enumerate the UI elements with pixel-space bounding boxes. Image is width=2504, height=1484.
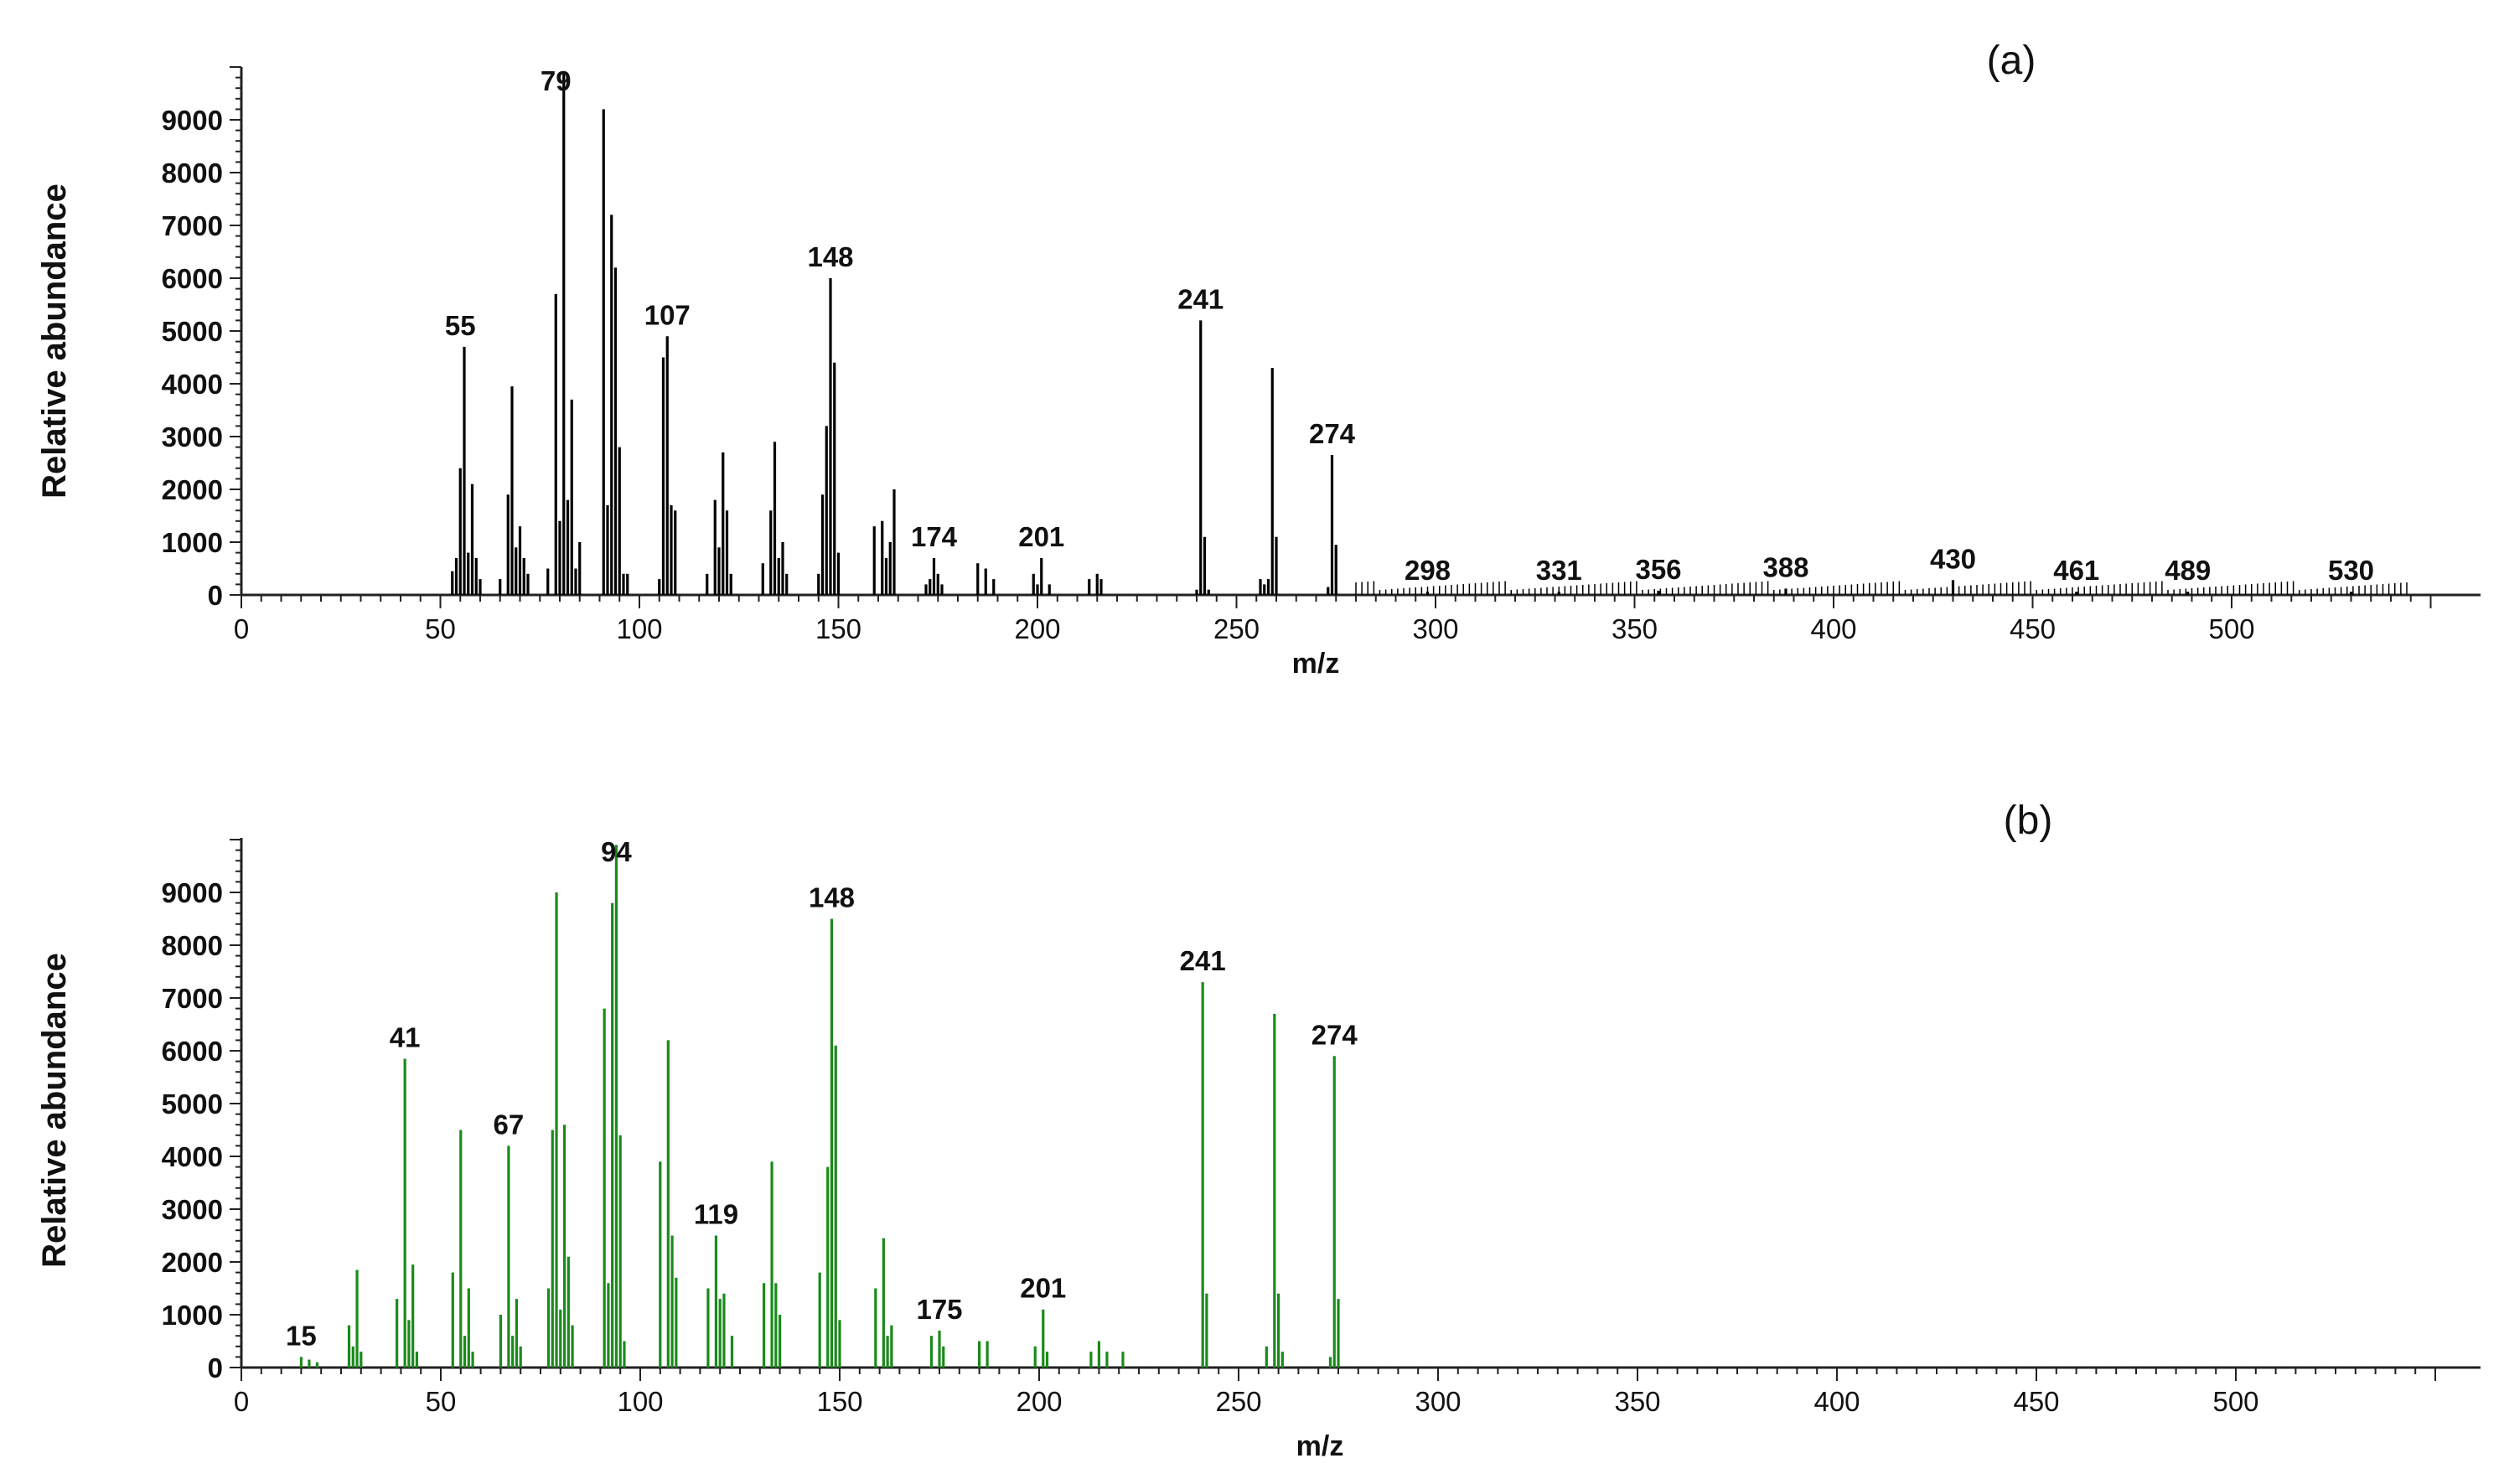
y-tick-label: 3000: [162, 1194, 223, 1225]
x-tick-label: 500: [2208, 613, 2254, 644]
x-tick-label: 0: [234, 613, 249, 644]
y-tick-label: 5000: [162, 1088, 223, 1119]
y-tick-label: 0: [208, 1352, 223, 1383]
peak-label: 388: [1762, 551, 1808, 582]
peak-label: 241: [1177, 283, 1224, 314]
x-tick-label: 150: [816, 1386, 862, 1417]
x-tick-label: 500: [2212, 1386, 2258, 1417]
panel-b-peaks: [299, 845, 1340, 1368]
panel-a-peak-labels: 55 79 107 148 174 201 241 274 298 331 356 388 430 461…: [445, 65, 2374, 586]
peak-label: 530: [2328, 555, 2374, 586]
x-tick-label: 150: [815, 613, 861, 644]
panel-b-x-axis-label: m/z: [1296, 1430, 1344, 1462]
panel-a-x-axis-label: m/z: [1292, 648, 1340, 680]
y-tick-label: 1000: [162, 1300, 223, 1331]
y-tick-label: 0: [208, 580, 223, 611]
peak-label: 201: [1020, 1273, 1066, 1304]
x-tick-label: 450: [2013, 1386, 2059, 1417]
y-tick-label: 6000: [162, 263, 223, 294]
peak-label: 241: [1180, 945, 1226, 976]
y-tick-label: 8000: [162, 930, 223, 961]
panel-b-label: (b): [2004, 799, 2053, 843]
peak-label: 298: [1405, 555, 1451, 586]
y-tick-label: 7000: [162, 983, 223, 1014]
spectrum-panel-a: (a) Relative abundance m/z 0 50 100 150 200 2…: [36, 39, 2481, 680]
x-tick-label: 400: [1813, 1386, 1860, 1417]
panel-a-axes: 0 50 100 150 200 250 300 350 400 450 5000100020003…: [162, 66, 2481, 644]
x-tick-label: 450: [2010, 613, 2056, 644]
panel-a-peaks: [451, 72, 2408, 595]
peak-label: 41: [390, 1021, 421, 1052]
y-tick-label: 7000: [162, 210, 223, 241]
y-tick-label: 6000: [162, 1036, 223, 1067]
panel-a-y-axis-label: Relative abundance: [36, 184, 73, 499]
x-tick-label: 300: [1415, 1386, 1461, 1417]
y-tick-label: 9000: [162, 877, 223, 908]
peak-label: 55: [445, 310, 476, 341]
y-tick-label: 4000: [162, 369, 223, 400]
x-tick-label: 50: [426, 1386, 457, 1417]
panel-b-peak-labels: 15 41 67 94 119 148 175 201 241 274: [286, 836, 1358, 1351]
x-tick-label: 250: [1215, 1386, 1261, 1417]
y-tick-label: 3000: [162, 421, 223, 452]
peak-label: 94: [601, 836, 632, 867]
peak-label: 356: [1635, 554, 1681, 585]
peak-label: 274: [1311, 1019, 1358, 1050]
peak-label: 67: [494, 1109, 525, 1140]
peak-label: 175: [916, 1294, 962, 1325]
peak-label: 148: [807, 241, 853, 272]
peak-label: 331: [1536, 555, 1582, 586]
y-tick-label: 4000: [162, 1141, 223, 1172]
peak-label: 461: [2053, 555, 2099, 586]
x-tick-label: 100: [617, 1386, 663, 1417]
peak-label: 489: [2165, 555, 2211, 586]
y-tick-label: 2000: [162, 474, 223, 505]
peak-label: 79: [541, 65, 572, 96]
peak-label: 148: [809, 882, 855, 913]
panel-a-label: (a): [1987, 39, 2036, 83]
peak-label: 15: [286, 1320, 317, 1351]
peak-label: 430: [1930, 543, 1976, 574]
peak-label: 119: [694, 1199, 738, 1230]
y-tick-label: 2000: [162, 1247, 223, 1278]
x-tick-label: 300: [1412, 613, 1458, 644]
x-tick-label: 0: [234, 1386, 249, 1417]
y-tick-label: 9000: [162, 105, 223, 136]
x-tick-label: 250: [1213, 613, 1260, 644]
x-tick-label: 200: [1016, 1386, 1062, 1417]
peak-label: 274: [1309, 418, 1356, 449]
x-tick-label: 200: [1014, 613, 1060, 644]
y-tick-label: 5000: [162, 316, 223, 347]
panel-b-y-axis-label: Relative abundance: [36, 953, 73, 1268]
panel-b-axes: 0 50 100 150 200 250 300 350 400 450 5000100020003…: [162, 838, 2481, 1417]
x-tick-label: 350: [1612, 613, 1658, 644]
x-tick-label: 100: [616, 613, 662, 644]
peak-label: 174: [911, 521, 958, 552]
peak-label: 201: [1018, 521, 1064, 552]
x-tick-label: 50: [425, 613, 456, 644]
peak-label: 107: [644, 299, 691, 330]
x-tick-label: 400: [1810, 613, 1856, 644]
spectrum-panel-b: (b) Relative abundance m/z 0 50 100 150 200 2…: [36, 799, 2481, 1462]
x-tick-label: 350: [1614, 1386, 1660, 1417]
y-tick-label: 1000: [162, 527, 223, 558]
y-tick-label: 8000: [162, 158, 223, 189]
